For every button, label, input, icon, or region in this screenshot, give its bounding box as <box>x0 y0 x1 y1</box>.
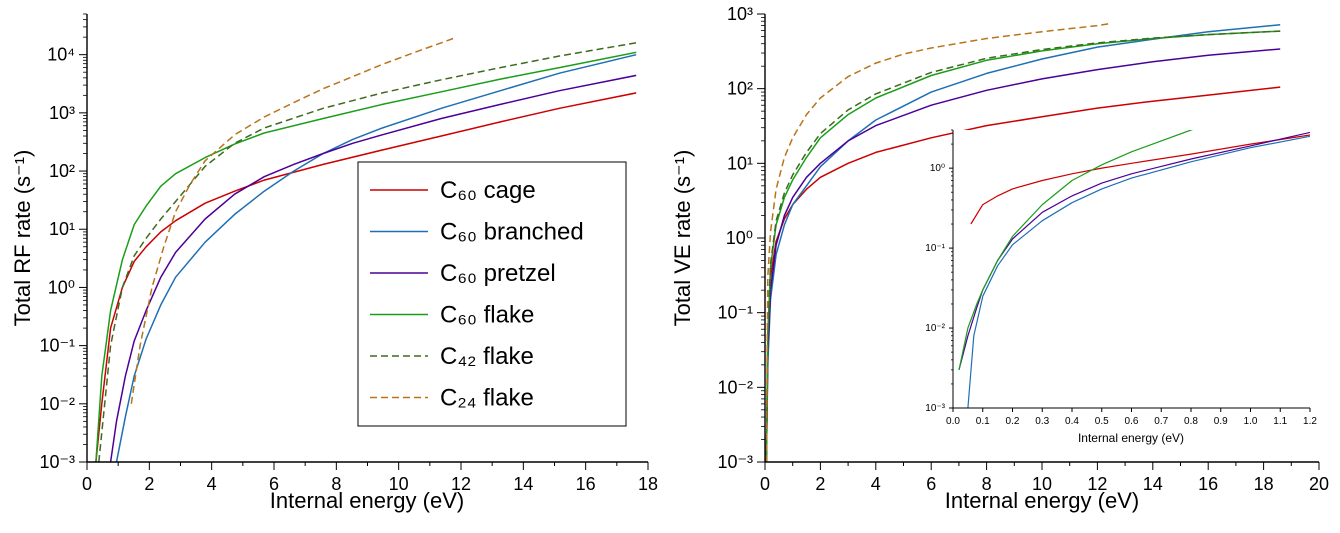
left-series-c24-flake <box>130 37 454 404</box>
left-y-tick-label: 10² <box>49 161 75 181</box>
right-x-tick-label: 18 <box>1254 474 1274 494</box>
left-x-tick-label: 14 <box>513 474 533 494</box>
left-x-tick-label: 2 <box>144 474 154 494</box>
inset-y-tick-label: 10⁻¹ <box>925 243 945 254</box>
legend-label-c42-flake: C₄₂ flake <box>440 343 534 370</box>
left-x-axis-label: Internal energy (eV) <box>270 488 464 513</box>
inset-x-tick-label: 0.5 <box>1095 416 1109 427</box>
inset-chart: 0.0 0.1 0.2 0.3 0.4 0.5 0.6 0.7 0.8 0.9 1.0 1.1 1.2 1… <box>925 129 1317 445</box>
inset-y-tick-label: 10⁰ <box>930 163 945 174</box>
inset-x-tick-label: 0.9 <box>1214 416 1228 427</box>
inset-x-tick-label: 0.2 <box>1006 416 1020 427</box>
left-chart: 0 2 4 6 8 10 12 14 16 18 10⁻³ 10⁻² 10⁻¹ 10⁰ 10¹ 10² 10³ 1… <box>10 13 658 513</box>
inset-series-c60-cage <box>970 134 1310 225</box>
right-series-c42-flake <box>765 30 1281 462</box>
legend-label-c60-pretzel: C₆₀ pretzel <box>440 260 556 287</box>
left-grid-and-ticks: 0 2 4 6 8 10 12 14 16 18 10⁻³ 10⁻² 10⁻¹ 10⁰ 10¹ 10² 10³ 1… <box>39 13 658 494</box>
left-series-c60-cage <box>95 92 637 462</box>
right-y-tick-label: 10³ <box>727 4 753 24</box>
inset-y-tick-label: 10⁻² <box>925 323 945 334</box>
right-x-tick-label: 16 <box>1198 474 1218 494</box>
right-y-tick-label: 10⁻¹ <box>717 303 753 323</box>
left-y-tick-label: 10⁻² <box>39 394 75 414</box>
left-x-tick-label: 6 <box>269 474 279 494</box>
inset-series-c60-branched <box>967 135 1310 408</box>
inset-x-tick-label: 0.3 <box>1035 416 1049 427</box>
left-y-tick-label: 10⁰ <box>48 277 75 297</box>
right-y-tick-label: 10¹ <box>727 153 753 173</box>
inset-x-tick-label: 0.6 <box>1125 416 1139 427</box>
inset-series-c60-flake <box>958 130 1194 371</box>
left-series-c60-branched <box>115 53 637 462</box>
right-x-tick-label: 20 <box>1309 474 1329 494</box>
inset-background <box>953 130 1310 408</box>
inset-y-tick-label: 10⁻³ <box>925 403 945 414</box>
right-x-tick-label: 14 <box>1143 474 1163 494</box>
right-x-tick-label: 12 <box>1087 474 1107 494</box>
right-y-tick-label: 10⁰ <box>726 228 753 248</box>
legend-box <box>357 161 627 427</box>
left-y-tick-label: 10⁻¹ <box>39 336 75 356</box>
left-series-group <box>95 37 637 462</box>
inset-x-tick-label: 0.0 <box>946 416 960 427</box>
left-y-tick-label: 10³ <box>49 103 75 123</box>
inset-x-tick-label: 0.8 <box>1184 416 1198 427</box>
right-x-tick-label: 10 <box>1032 474 1052 494</box>
left-y-tick-label: 10¹ <box>49 219 75 239</box>
right-y-tick-label: 10² <box>727 79 753 99</box>
inset-x-tick-label: 0.1 <box>976 416 990 427</box>
right-chart: 0 2 4 6 8 10 12 14 16 18 20 10⁻³ 10⁻² 10⁻¹ 10⁰ 10¹ 10² 10… <box>670 4 1329 513</box>
right-y-tick-label: 10⁻³ <box>717 452 753 472</box>
inset-x-tick-label: 0.7 <box>1154 416 1168 427</box>
left-x-tick-label: 18 <box>638 474 658 494</box>
right-series-c60-pretzel <box>765 48 1281 462</box>
legend-label-c24-flake: C₂₄ flake <box>440 385 534 412</box>
inset-ticks: 0.0 0.1 0.2 0.3 0.4 0.5 0.6 0.7 0.8 0.9 1.0 1.1 1.2 1… <box>925 129 1317 427</box>
left-series-c60-flake <box>95 51 637 462</box>
legend-label-c60-branched: C₆₀ branched <box>440 219 584 246</box>
right-x-tick-label: 0 <box>760 474 770 494</box>
left-y-tick-label: 10⁻³ <box>39 452 75 472</box>
left-x-tick-label: 8 <box>331 474 341 494</box>
legend: C₆₀ cage C₆₀ branched C₆₀ pretzel C₆₀ flake… <box>357 161 627 427</box>
right-y-tick-label: 10⁻² <box>717 377 753 397</box>
left-x-tick-label: 12 <box>451 474 471 494</box>
right-grid-and-ticks: 0 2 4 6 8 10 12 14 16 18 20 10⁻³ 10⁻² 10⁻¹ 10⁰ 10¹ 10² 10… <box>717 4 1329 494</box>
left-x-tick-label: 10 <box>389 474 409 494</box>
legend-label-c60-flake: C₆₀ flake <box>440 302 534 329</box>
inset-x-axis-label: Internal energy (eV) <box>1078 431 1184 445</box>
right-series-c60-cage <box>765 86 1281 462</box>
left-series-c42-flake <box>98 42 637 462</box>
inset-series-group <box>958 130 1310 408</box>
right-x-tick-label: 6 <box>926 474 936 494</box>
legend-label-c60-cage: C₆₀ cage <box>440 177 536 204</box>
right-series-group <box>765 22 1281 462</box>
right-x-tick-label: 4 <box>871 474 881 494</box>
left-x-tick-label: 4 <box>207 474 217 494</box>
left-x-tick-label: 0 <box>82 474 92 494</box>
right-x-tick-label: 2 <box>815 474 825 494</box>
right-series-c24-flake <box>765 22 1112 462</box>
left-series-c60-pretzel <box>109 74 637 462</box>
inset-x-tick-label: 1.1 <box>1273 416 1287 427</box>
left-y-axis-label: Total RF rate (s⁻¹) <box>10 150 35 327</box>
right-y-axis-label: Total VE rate (s⁻¹) <box>670 150 695 327</box>
right-x-tick-label: 8 <box>982 474 992 494</box>
inset-series-c60-pretzel <box>958 131 1310 371</box>
inset-x-tick-label: 1.2 <box>1303 416 1317 427</box>
inset-x-tick-label: 1.0 <box>1244 416 1258 427</box>
right-x-axis-label: Internal energy (eV) <box>945 488 1139 513</box>
left-y-tick-label: 10⁴ <box>47 45 75 65</box>
inset-x-tick-label: 0.4 <box>1065 416 1079 427</box>
left-x-tick-label: 16 <box>576 474 596 494</box>
